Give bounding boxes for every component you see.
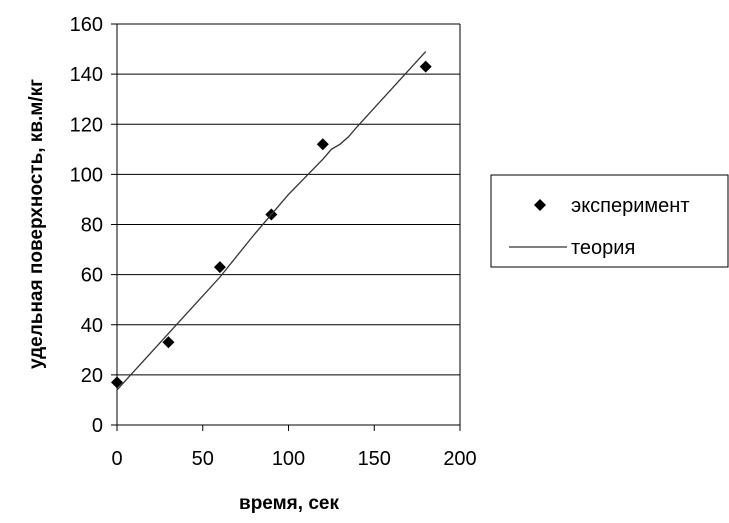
- y-tick-label-40: 40: [81, 315, 103, 337]
- plot-series: [111, 51, 432, 391]
- data-point-0-4: [316, 138, 329, 151]
- x-axis-title: время, сек: [239, 493, 339, 514]
- legend-box: [490, 174, 729, 268]
- y-tick-label-140: 140: [70, 64, 103, 86]
- gridlines: [117, 23, 460, 426]
- y-tick-label-100: 100: [70, 164, 103, 186]
- y-tick-label-20: 20: [81, 365, 103, 387]
- data-point-0-2: [213, 261, 226, 274]
- y-tick-label-80: 80: [81, 215, 103, 237]
- series-line-1: [116, 51, 427, 391]
- axes: [111, 23, 461, 431]
- data-point-0-1: [162, 336, 175, 349]
- tick-labels: 0 20 40 60 80 100 120 140 160 0 50 100 150 200: [70, 14, 477, 470]
- x-tick-label-0: 0: [111, 448, 122, 470]
- y-axis-title: удельная поверхность, кв.м/кг: [26, 79, 47, 369]
- legend-label-0: эксперимент: [571, 195, 690, 217]
- data-point-0-5: [419, 60, 432, 73]
- y-tick-label-0: 0: [92, 415, 103, 437]
- y-tick-label-120: 120: [70, 114, 103, 136]
- legend: эксперимент теория: [490, 174, 729, 268]
- x-tick-label-50: 50: [192, 448, 214, 470]
- y-tick-label-160: 160: [70, 14, 103, 36]
- data-point-0-0: [111, 376, 123, 389]
- legend-label-1: теория: [571, 237, 635, 259]
- legend-marker-swatch: [534, 199, 546, 211]
- y-tick-label-60: 60: [81, 265, 103, 287]
- x-tick-label-100: 100: [272, 448, 305, 470]
- x-tick-label-200: 200: [443, 448, 476, 470]
- x-tick-label-150: 150: [358, 448, 391, 470]
